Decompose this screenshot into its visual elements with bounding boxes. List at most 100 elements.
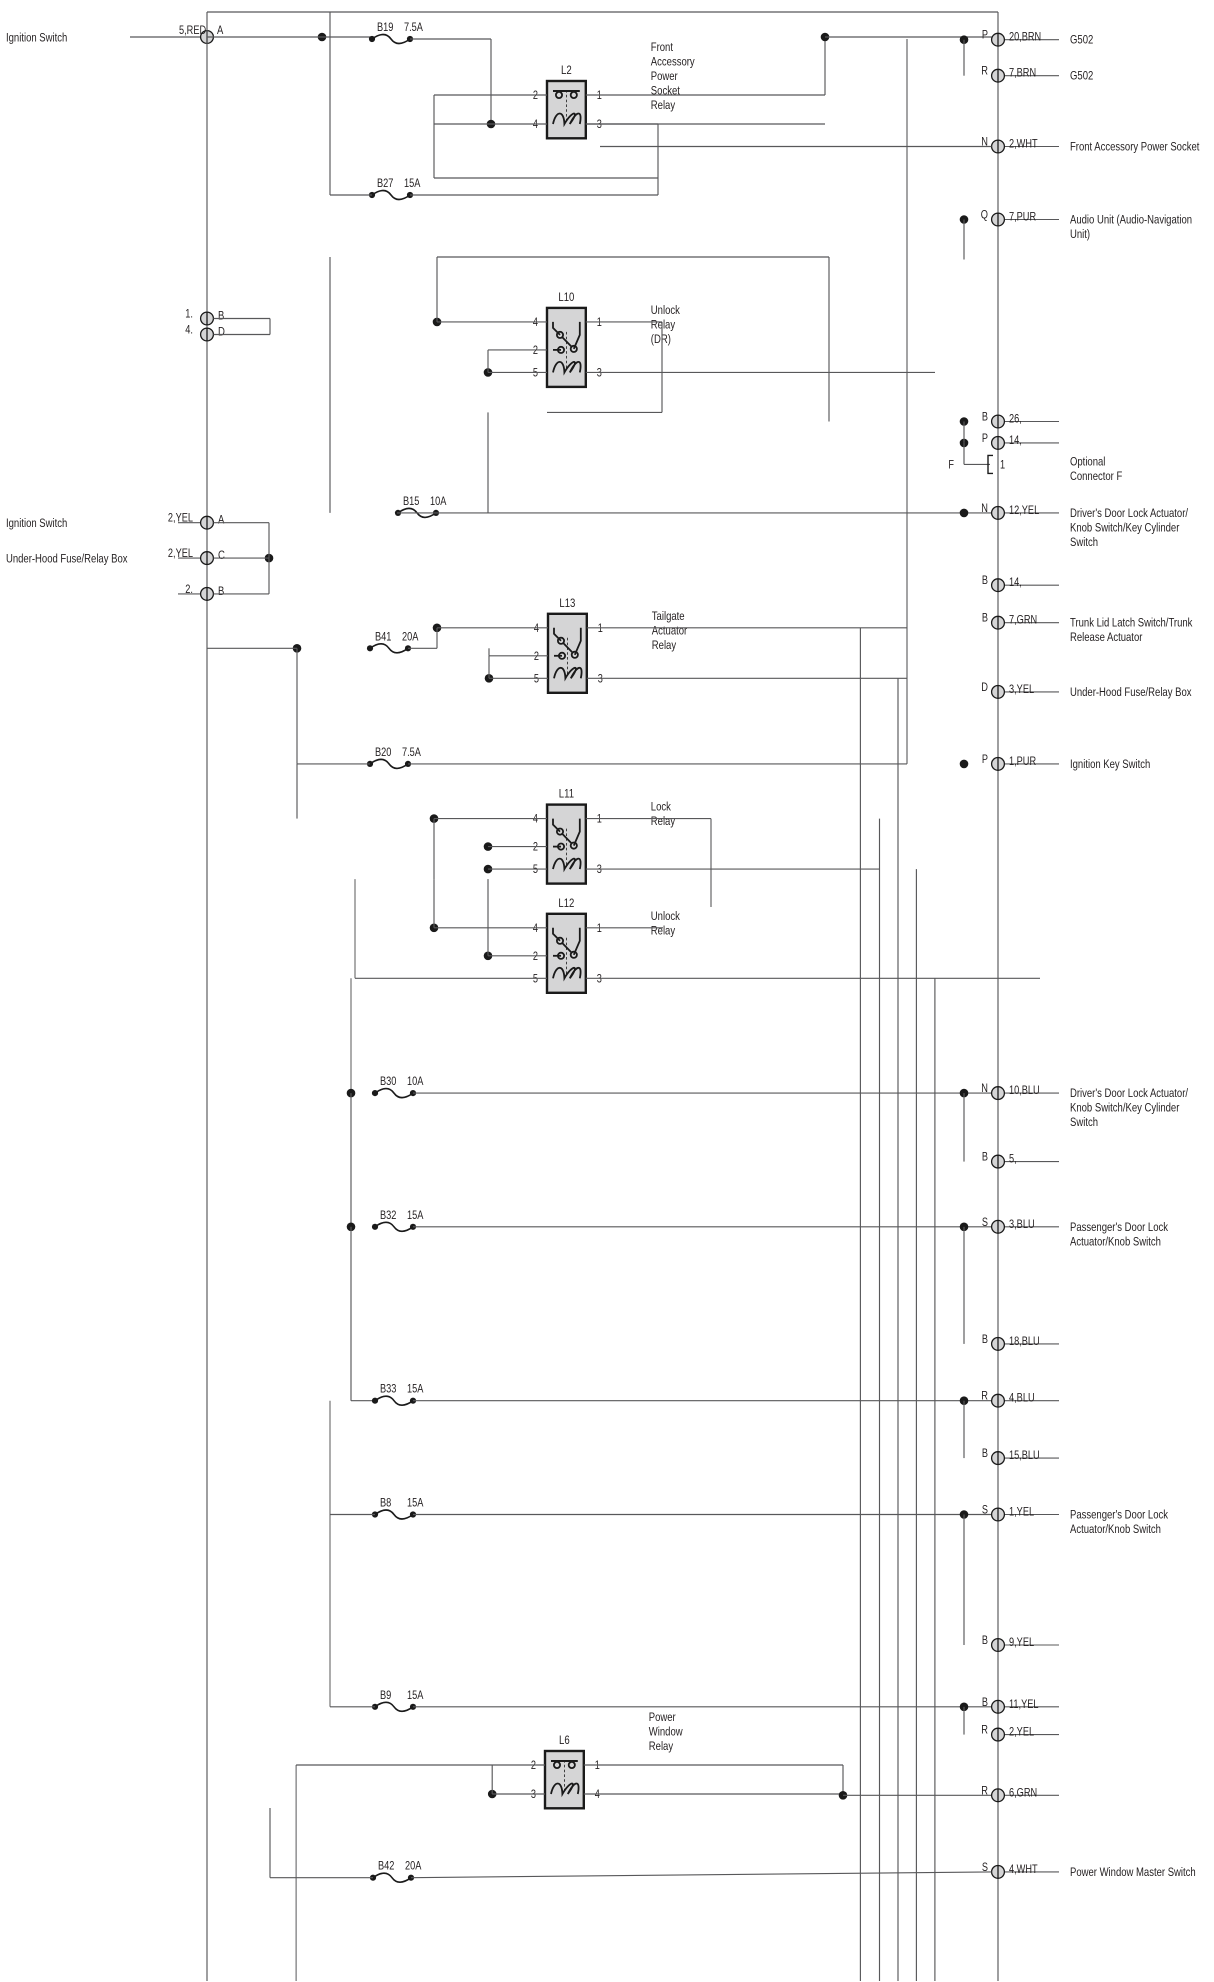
svg-text:1,PUR: 1,PUR [1009, 754, 1036, 768]
svg-text:6,GRN: 6,GRN [1009, 1785, 1037, 1799]
svg-text:Ignition Switch: Ignition Switch [6, 30, 67, 44]
svg-text:Relay: Relay [651, 98, 676, 112]
svg-text:L2: L2 [561, 63, 572, 77]
svg-text:B9: B9 [380, 1688, 391, 1702]
svg-text:Passenger's Door Lock: Passenger's Door Lock [1070, 1508, 1169, 1522]
svg-text:B33: B33 [380, 1382, 397, 1396]
svg-text:2,YEL: 2,YEL [168, 546, 193, 560]
svg-text:Accessory: Accessory [651, 55, 696, 69]
svg-text:S: S [982, 1215, 988, 1229]
svg-text:Window: Window [649, 1725, 683, 1739]
svg-text:L10: L10 [558, 290, 574, 304]
svg-text:26,: 26, [1009, 412, 1022, 426]
svg-text:Optional: Optional [1070, 454, 1105, 468]
svg-text:B: B [982, 1446, 988, 1460]
svg-text:9,YEL: 9,YEL [1009, 1635, 1034, 1649]
svg-text:Switch: Switch [1070, 535, 1098, 549]
svg-text:4,WHT: 4,WHT [1009, 1862, 1038, 1876]
svg-text:4.: 4. [185, 323, 193, 337]
svg-text:3,YEL: 3,YEL [1009, 682, 1034, 696]
svg-text:12,YEL: 12,YEL [1009, 503, 1040, 517]
svg-text:L13: L13 [559, 596, 575, 610]
svg-text:Lock: Lock [651, 800, 672, 814]
svg-text:Relay: Relay [651, 814, 676, 828]
svg-text:B27: B27 [377, 176, 393, 190]
svg-text:2,YEL: 2,YEL [1009, 1725, 1034, 1739]
svg-text:Actuator: Actuator [652, 623, 687, 637]
svg-text:B: B [982, 1332, 988, 1346]
svg-text:3,BLU: 3,BLU [1009, 1217, 1035, 1231]
svg-text:Actuator/Knob Switch: Actuator/Knob Switch [1070, 1234, 1161, 1248]
svg-text:2,YEL: 2,YEL [168, 511, 193, 525]
svg-text:C: C [218, 548, 225, 562]
svg-text:D: D [218, 325, 225, 339]
svg-text:B42: B42 [378, 1859, 394, 1873]
svg-text:1.: 1. [185, 307, 193, 321]
svg-text:5,RED: 5,RED [179, 23, 206, 37]
svg-text:A: A [217, 23, 224, 37]
svg-text:Audio Unit (Audio-Navigation: Audio Unit (Audio-Navigation [1070, 213, 1192, 227]
svg-text:15A: 15A [407, 1208, 423, 1222]
svg-text:Power Window Master Switch: Power Window Master Switch [1070, 1865, 1196, 1879]
svg-text:Front: Front [651, 40, 674, 54]
svg-text:Unlock: Unlock [651, 909, 681, 923]
svg-text:10A: 10A [430, 494, 446, 508]
svg-text:R: R [981, 64, 988, 78]
svg-text:Passenger's Door Lock: Passenger's Door Lock [1070, 1220, 1169, 1234]
svg-text:5,: 5, [1009, 1152, 1017, 1166]
svg-text:Tailgate: Tailgate [652, 609, 685, 623]
svg-text:Ignition Key Switch: Ignition Key Switch [1070, 757, 1150, 771]
svg-text:15A: 15A [404, 176, 420, 190]
svg-text:10,BLU: 10,BLU [1009, 1083, 1040, 1097]
svg-text:B20: B20 [375, 745, 392, 759]
svg-text:B41: B41 [375, 629, 391, 643]
svg-text:1,YEL: 1,YEL [1009, 1505, 1034, 1519]
svg-text:R: R [981, 1783, 988, 1797]
svg-text:20A: 20A [402, 629, 418, 643]
svg-text:B30: B30 [380, 1074, 397, 1088]
svg-text:7,GRN: 7,GRN [1009, 613, 1037, 627]
svg-text:7,BRN: 7,BRN [1009, 66, 1036, 80]
svg-text:L11: L11 [559, 787, 574, 801]
svg-text:11,YEL: 11,YEL [1009, 1697, 1039, 1711]
svg-text:B: B [982, 1633, 988, 1647]
svg-text:B: B [982, 573, 988, 587]
svg-text:G502: G502 [1070, 33, 1093, 47]
svg-text:G502: G502 [1070, 69, 1093, 83]
svg-text:R: R [981, 1723, 988, 1737]
svg-text:Release Actuator: Release Actuator [1070, 630, 1142, 644]
svg-text:B: B [982, 410, 988, 424]
svg-text:Switch: Switch [1070, 1115, 1098, 1129]
svg-text:15A: 15A [407, 1496, 423, 1510]
svg-text:P: P [982, 28, 988, 42]
svg-text:Power: Power [651, 69, 678, 83]
svg-text:Under-Hood Fuse/Relay Box: Under-Hood Fuse/Relay Box [1070, 685, 1192, 699]
svg-text:(DR): (DR) [651, 332, 671, 346]
svg-text:B32: B32 [380, 1208, 396, 1222]
svg-text:B: B [982, 611, 988, 625]
svg-text:7.5A: 7.5A [402, 745, 421, 759]
svg-text:2,WHT: 2,WHT [1009, 137, 1038, 151]
svg-text:S: S [982, 1503, 988, 1517]
svg-text:Power: Power [649, 1710, 676, 1724]
svg-text:P: P [982, 431, 988, 445]
svg-text:N: N [981, 1081, 988, 1095]
svg-text:P: P [982, 752, 988, 766]
svg-text:L12: L12 [558, 896, 574, 910]
svg-text:15A: 15A [407, 1382, 423, 1396]
svg-text:L6: L6 [559, 1733, 570, 1747]
svg-text:R: R [981, 1389, 988, 1403]
svg-text:B19: B19 [377, 20, 393, 34]
svg-text:B: B [218, 309, 224, 323]
svg-text:Trunk Lid Latch Switch/Trunk: Trunk Lid Latch Switch/Trunk [1070, 616, 1193, 630]
svg-text:A: A [218, 513, 225, 527]
svg-text:B8: B8 [380, 1496, 392, 1510]
svg-text:20A: 20A [405, 1859, 421, 1873]
svg-text:Knob Switch/Key Cylinder: Knob Switch/Key Cylinder [1070, 1101, 1179, 1115]
svg-text:10A: 10A [407, 1074, 423, 1088]
svg-text:4,BLU: 4,BLU [1009, 1391, 1035, 1405]
svg-text:Driver's Door Lock Actuator/: Driver's Door Lock Actuator/ [1070, 506, 1188, 520]
svg-text:Front Accessory Power Socket: Front Accessory Power Socket [1070, 140, 1200, 154]
svg-text:N: N [981, 501, 988, 515]
svg-text:Actuator/Knob Switch: Actuator/Knob Switch [1070, 1522, 1161, 1536]
